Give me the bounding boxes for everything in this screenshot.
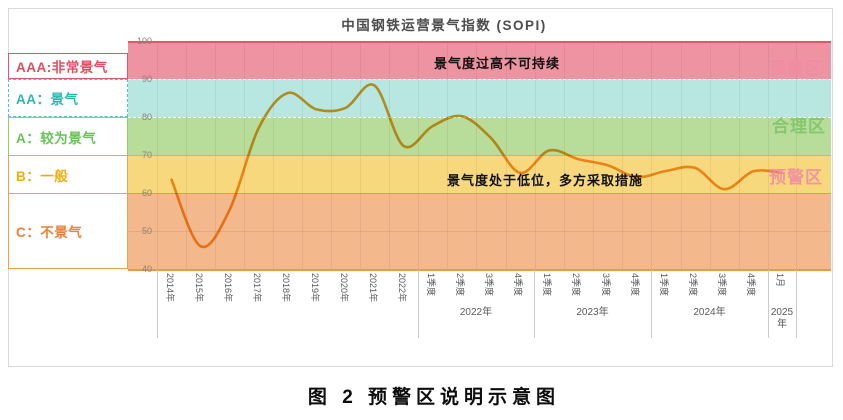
x-axis-label: 1季度 [425,273,436,297]
x-axis-label: 2017年 [251,273,262,303]
legend-item-label: C：不景气 [16,225,83,240]
y-axis-label: 100 [136,36,152,46]
y-axis-label: 70 [141,150,152,160]
x-axis-divider [534,270,535,338]
sopi-line [170,83,784,249]
band-AA [128,79,831,117]
band-C [128,193,831,269]
zone-label-warning-top: 预警区 [769,59,823,78]
legend-item-label: AAA:非常景气 [16,60,108,75]
y-axis-label: 40 [141,264,152,274]
x-axis-label: 1月 [775,273,785,288]
grid-line-90 [128,79,831,80]
x-axis-label: 2020年 [338,273,349,303]
x-axis-label: 1季度 [542,273,553,297]
x-axis-label: 2021年 [367,273,378,303]
chart-title: 中国钢铁运营景气指数 (SOPI) [341,18,547,33]
annotation-too-high: 景气度过高不可持续 [434,56,561,71]
x-axis-divider [796,270,797,338]
x-axis-group-label: 2025年 [770,307,794,330]
legend-item-label: A：较为景气 [16,130,97,146]
grid-line-60 [128,193,831,194]
x-axis-divider [157,270,158,338]
legend-item-c: C：不景气 [8,194,128,269]
figure-caption: 图 2 预警区说明示意图 [307,387,561,408]
grid-line-80 [128,117,831,118]
x-axis-label: 1季度 [658,273,669,297]
sopi-line-chart [170,83,784,249]
x-axis-divider [768,270,769,338]
x-axis-label: 3季度 [600,273,611,297]
grid-line-70 [128,155,831,156]
legend-item-aa: AA：景气 [8,79,128,117]
x-axis-label: 4季度 [746,273,757,297]
x-axis-group-label: 2023年 [576,307,609,318]
y-axis-label: 50 [141,226,152,236]
x-axis-divider [418,270,419,338]
legend-item-label: B：一般 [16,168,69,184]
y-axis-label: 90 [141,74,152,84]
grid-line-100 [128,41,831,43]
x-axis-label: 3季度 [483,273,494,297]
x-axis-label: 2季度 [454,273,465,297]
x-axis-label: 2015年 [193,273,204,303]
x-axis-label: 4季度 [513,273,524,297]
x-axis-label: 2季度 [571,273,582,297]
x-axis-label: 2018年 [280,273,291,303]
y-axis-label: 80 [141,112,152,122]
x-axis-group-label: 2022年 [459,307,493,318]
grid-line-50 [128,231,831,232]
zone-label-reasonable: 合理区 [772,117,826,136]
x-axis-divider [651,270,652,338]
legend-item-aaa: AAA:非常景气 [8,53,128,79]
x-axis-label: 2019年 [309,273,320,303]
band-AAA [128,41,831,79]
zone-label-warning-bottom: 预警区 [769,168,823,187]
legend-item-label: AA：景气 [16,92,79,107]
y-axis-label: 60 [141,188,152,198]
band-A [128,117,831,155]
x-axis-group-label: 2024年 [693,307,726,318]
grid-line-40 [128,269,831,271]
x-axis-label: 4季度 [629,273,640,297]
x-axis-label: 3季度 [717,273,728,297]
x-axis-label: 2016年 [222,273,233,303]
annotation-low-measures: 景气度处于低位，多方采取措施 [447,173,644,188]
legend-item-b: B：一般 [8,156,128,194]
x-axis-label: 2014年 [164,273,175,303]
x-axis-label: 2022年 [396,273,407,303]
legend-item-a: A：较为景气 [8,117,128,156]
x-axis-label: 2季度 [688,273,699,297]
